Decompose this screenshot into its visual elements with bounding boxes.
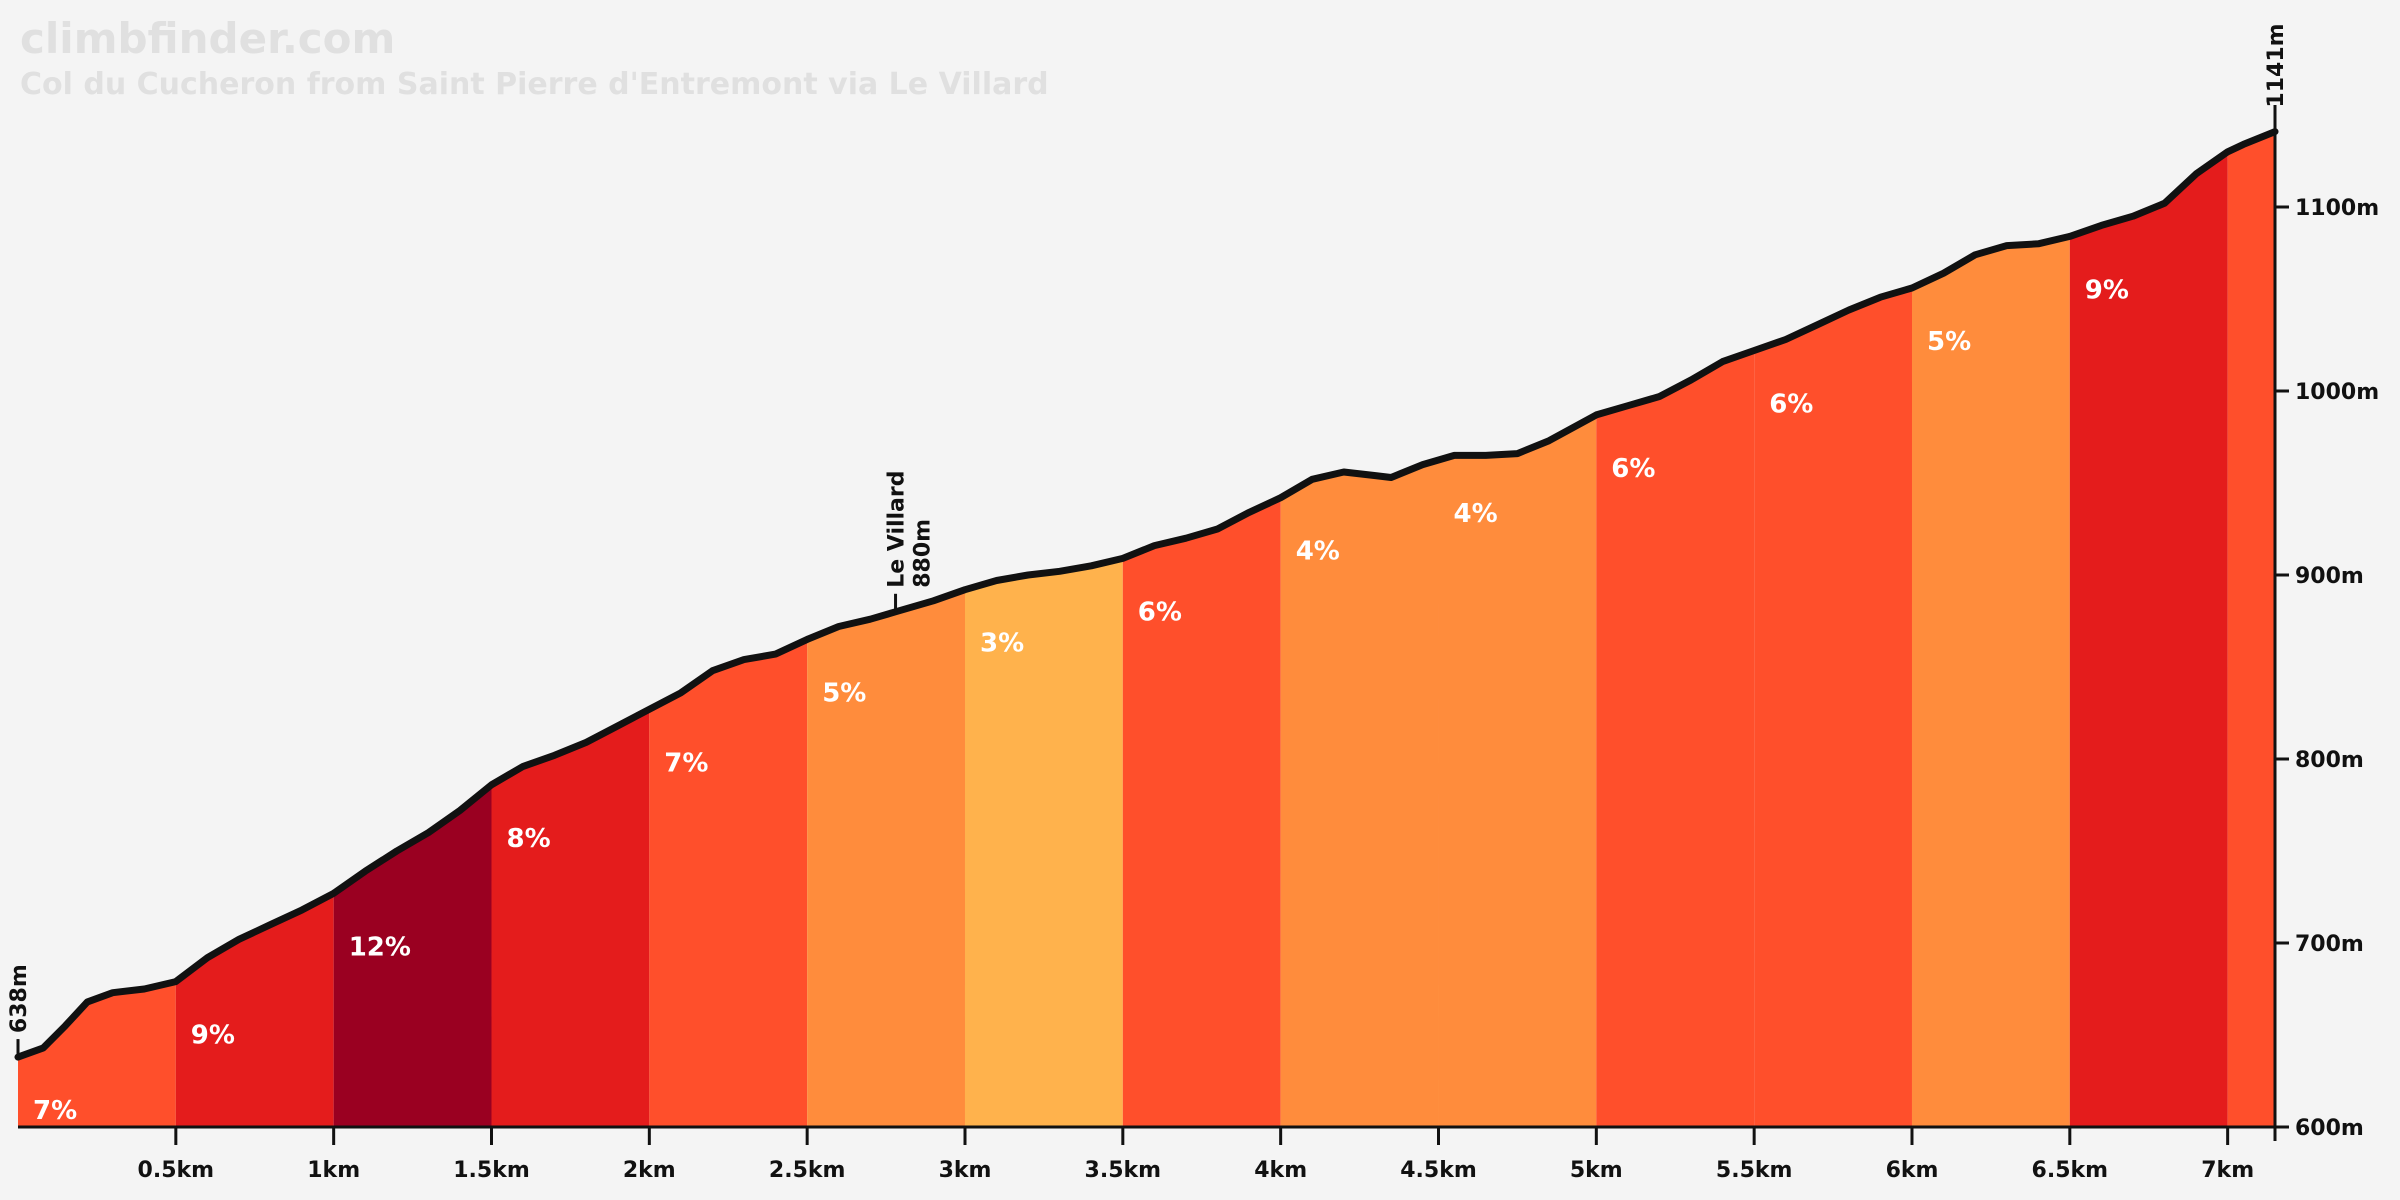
gradient-label-2: 9% xyxy=(191,1021,235,1051)
gradient-segment-1 xyxy=(18,981,176,1127)
annotations: 638m Le Villard 880m 1141m xyxy=(7,23,2289,1058)
gradient-segment-12 xyxy=(1754,288,1912,1127)
y-tick-label-800m: 800m xyxy=(2295,748,2364,773)
profile-line-group xyxy=(14,128,2279,1061)
x-tick-label-5km: 5km xyxy=(1570,1158,1623,1183)
gradient-label-10: 4% xyxy=(1454,499,1498,529)
site-title: climbfinder.com xyxy=(20,14,396,63)
annotation-label-2-2: 880m xyxy=(911,519,936,588)
annotation-label-3-1: 1141m xyxy=(2264,23,2289,107)
gradient-segment-15 xyxy=(2227,131,2275,1128)
y-tick-label-600m: 600m xyxy=(2295,1116,2364,1141)
gradient-label-13: 5% xyxy=(1927,327,1971,357)
x-tick-label-2km: 2km xyxy=(623,1158,676,1183)
gradient-label-7: 3% xyxy=(980,629,1024,659)
x-tick-label-6.5km: 6.5km xyxy=(2032,1158,2109,1183)
x-tick-label-7km: 7km xyxy=(2201,1158,2254,1183)
gradient-segment-5 xyxy=(649,639,808,1127)
x-tick-label-6km: 6km xyxy=(1886,1158,1939,1183)
annotation-label-2-1: Le Villard xyxy=(885,470,910,587)
gradient-segment-14 xyxy=(2069,151,2228,1128)
gradient-segment-7 xyxy=(964,558,1123,1127)
gradient-segment-3 xyxy=(333,784,492,1127)
x-tick-label-5.5km: 5.5km xyxy=(1716,1158,1793,1183)
gradient-label-14: 9% xyxy=(2085,275,2129,305)
gradient-segment-11 xyxy=(1596,350,1755,1127)
y-tick-label-1100m: 1100m xyxy=(2295,196,2379,221)
gradient-label-8: 6% xyxy=(1138,597,1182,627)
x-tick-label-3.5km: 3.5km xyxy=(1085,1158,1162,1183)
x-tick-label-1.5km: 1.5km xyxy=(453,1158,530,1183)
gradient-segment-6 xyxy=(807,589,965,1127)
gradient-segment-13 xyxy=(1911,236,2070,1127)
gradient-segment-8 xyxy=(1122,497,1281,1127)
gradient-label-9: 4% xyxy=(1296,537,1340,567)
gradient-label-1: 7% xyxy=(33,1096,77,1126)
x-tick-label-3km: 3km xyxy=(939,1158,992,1183)
gradient-label-4: 8% xyxy=(507,824,551,854)
y-tick-label-1000m: 1000m xyxy=(2295,380,2379,405)
gradient-segment-2 xyxy=(175,893,334,1127)
axes: 0.5km 1km 1.5km 2km 2.5km 3km 3.5km 4km 4.5km 5km… xyxy=(18,105,2379,1183)
gradient-segment-9 xyxy=(1280,460,1439,1127)
climb-subtitle: Col du Cucheron from Saint Pierre d'Entr… xyxy=(20,67,1049,102)
y-tick-label-900m: 900m xyxy=(2295,564,2364,589)
x-tick-label-1km: 1km xyxy=(307,1158,360,1183)
profile-line xyxy=(14,128,2279,1061)
gradient-label-3: 12% xyxy=(349,932,411,962)
gradient-label-6: 5% xyxy=(822,678,866,708)
gradient-label-11: 6% xyxy=(1611,454,1655,484)
x-tick-label-0.5km: 0.5km xyxy=(138,1158,215,1183)
y-tick-label-700m: 700m xyxy=(2295,932,2364,957)
annotation-label-1-1: 638m xyxy=(7,964,32,1033)
gradient-labels: 7% 9% 12% 8% 7% 5% 3% 6% 4% 4% 6% 6% 5% 9% xyxy=(33,275,2129,1126)
gradient-segment-4 xyxy=(491,709,650,1127)
gradient-label-5: 7% xyxy=(664,748,708,778)
x-tick-label-2.5km: 2.5km xyxy=(769,1158,846,1183)
gradient-segment-10 xyxy=(1438,414,1597,1127)
x-tick-label-4km: 4km xyxy=(1254,1158,1307,1183)
gradient-label-12: 6% xyxy=(1769,390,1813,420)
gradient-segments xyxy=(18,131,2275,1128)
x-tick-label-4.5km: 4.5km xyxy=(1400,1158,1477,1183)
